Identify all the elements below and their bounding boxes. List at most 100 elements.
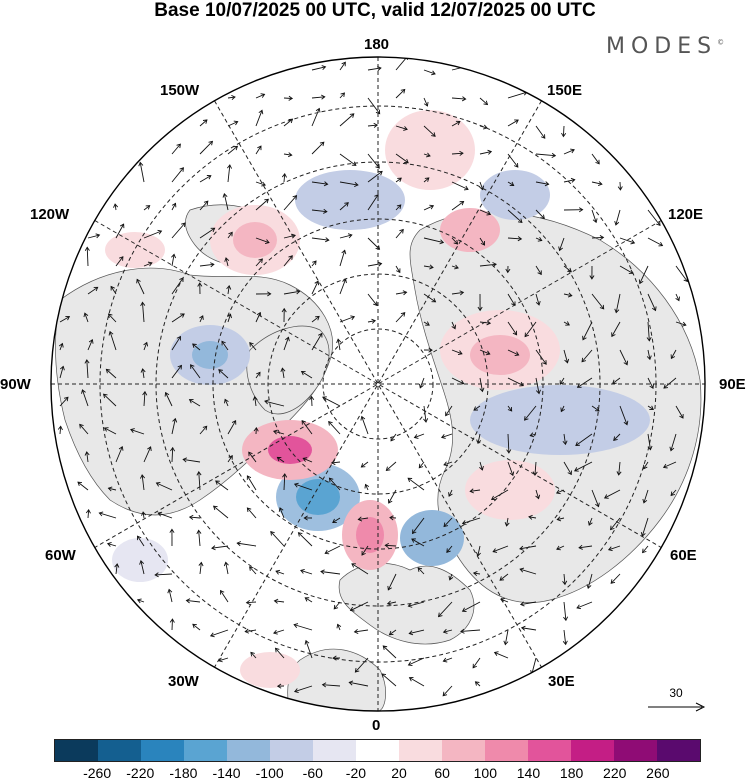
colorbar-segment xyxy=(399,740,442,761)
wind-arrow-head xyxy=(575,441,580,446)
wind-arrow xyxy=(199,562,202,575)
wind-arrow xyxy=(387,573,397,591)
wind-arrow xyxy=(647,349,651,360)
wind-arrow-head xyxy=(649,405,654,410)
wind-arrow xyxy=(578,545,593,549)
wind-arrow-head xyxy=(181,222,186,228)
wind-arrow xyxy=(270,531,285,547)
wind-arrow-head xyxy=(252,395,258,401)
wind-arrow xyxy=(412,517,425,534)
wind-arrow xyxy=(591,181,602,185)
wind-arrow-head xyxy=(507,406,513,412)
wind-arrow xyxy=(563,461,572,475)
wind-arrow xyxy=(507,293,516,306)
colorbar-tick-label: 180 xyxy=(559,765,584,781)
wind-arrow-head xyxy=(103,427,109,432)
wind-arrow xyxy=(675,293,680,301)
wind-arrow-head xyxy=(257,145,262,151)
wind-arrow xyxy=(339,181,358,186)
wind-arrow-head xyxy=(188,399,194,404)
wind-arrow xyxy=(475,681,481,687)
wind-arrow-head xyxy=(578,544,583,550)
wind-arrow xyxy=(283,290,300,295)
wind-arrow-head xyxy=(581,357,587,363)
wind-arrow xyxy=(418,461,425,469)
wind-arrow-head xyxy=(373,301,378,307)
wind-arrow xyxy=(563,433,566,445)
wind-arrow-head xyxy=(509,181,515,187)
wind-arrow xyxy=(395,153,409,164)
wind-arrow xyxy=(199,119,208,127)
wind-arrow-head xyxy=(595,159,600,165)
wind-arrow-head xyxy=(185,598,191,604)
wind-arrow-head xyxy=(423,418,429,423)
wind-arrow-head xyxy=(640,532,646,537)
wind-arrow-head xyxy=(630,239,636,245)
wind-arrow-head xyxy=(662,463,668,469)
wind-arrow xyxy=(451,291,464,295)
wind-arrow-head xyxy=(431,70,436,76)
wind-arrow-head xyxy=(679,414,684,419)
wind-arrow-head xyxy=(281,173,287,178)
wind-arrow xyxy=(559,237,565,251)
lon-label-90w: 90W xyxy=(0,376,31,393)
wind-arrow-head xyxy=(140,474,146,479)
wind-arrow xyxy=(414,433,425,439)
wind-arrow xyxy=(395,265,401,273)
wind-arrow-head xyxy=(610,525,615,531)
wind-arrow-head xyxy=(563,616,569,622)
wind-arrow-head xyxy=(384,542,389,549)
wind-arrow-head xyxy=(477,306,483,312)
wind-arrow-head xyxy=(171,253,177,259)
wind-arrow-head xyxy=(140,301,146,307)
wind-arrow-head xyxy=(220,589,225,595)
wind-arrow xyxy=(367,263,382,267)
wind-arrow-head xyxy=(512,330,518,336)
wind-arrow-head xyxy=(297,532,303,537)
wind-arrow-head xyxy=(519,545,524,551)
wind-arrow xyxy=(443,657,453,662)
wind-arrow xyxy=(143,446,152,463)
wind-arrow xyxy=(86,451,89,463)
wind-arrow-head xyxy=(537,270,542,276)
wind-arrow xyxy=(275,648,285,659)
wind-arrow-head xyxy=(218,369,223,374)
wind-arrow-head xyxy=(567,292,573,298)
wind-arrow xyxy=(301,371,313,379)
wind-arrow-head xyxy=(223,561,229,567)
wind-arrow xyxy=(647,433,651,450)
wind-arrow-head xyxy=(567,470,572,476)
wind-arrow xyxy=(423,293,436,303)
wind-arrow xyxy=(499,573,509,581)
wind-arrow-head xyxy=(188,514,194,520)
wind-arrow xyxy=(367,194,379,211)
wind-arrow xyxy=(423,153,431,157)
colorbar-segment xyxy=(141,740,184,761)
wind-arrow xyxy=(249,342,257,351)
wind-arrow-head xyxy=(402,290,408,296)
wind-arrow xyxy=(339,202,349,211)
wind-arrow-head xyxy=(108,330,114,336)
wind-arrow-head xyxy=(399,228,404,234)
wind-arrow xyxy=(189,399,201,407)
wind-arrow-head xyxy=(423,101,429,107)
colorbar-tick-label: -260 xyxy=(83,765,112,781)
wind-arrow-head xyxy=(328,420,333,426)
wind-arrow xyxy=(423,205,434,211)
wind-arrow xyxy=(367,293,378,306)
wind-arrow xyxy=(534,461,537,476)
wind-arrow xyxy=(507,433,510,453)
wind-arrow-head xyxy=(136,598,142,604)
wind-arrow xyxy=(337,339,341,351)
wind-arrow xyxy=(143,230,162,239)
wind-arrow xyxy=(77,481,89,491)
wind-arrow-head xyxy=(535,494,541,500)
wind-arrow xyxy=(409,677,425,687)
wind-arrow-head xyxy=(172,417,178,423)
wind-arrow xyxy=(199,227,215,239)
wind-arrow-head xyxy=(155,481,161,487)
wind-arrow xyxy=(494,652,509,659)
wind-arrow-head xyxy=(451,324,457,330)
wind-arrow-head xyxy=(170,446,176,452)
wind-arrow xyxy=(443,517,453,527)
